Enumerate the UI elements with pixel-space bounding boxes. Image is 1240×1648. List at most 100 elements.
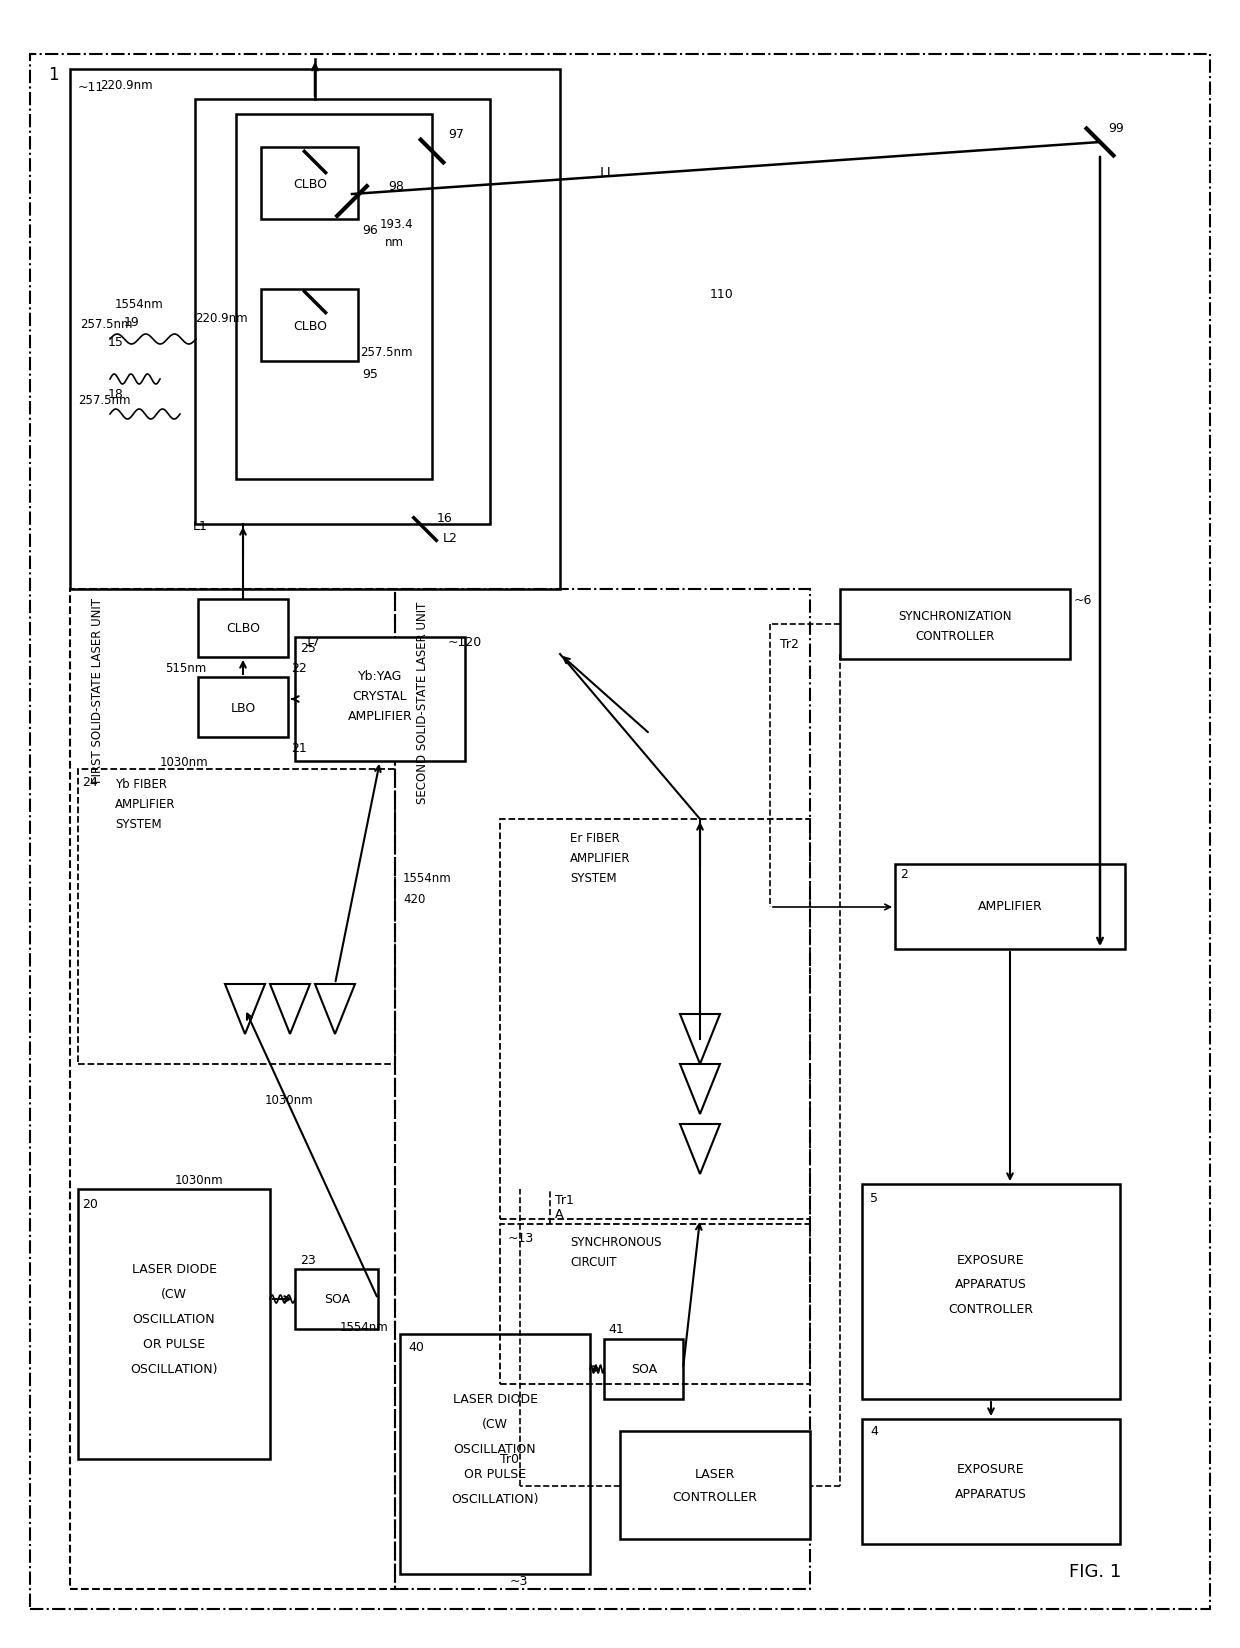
Bar — [895, 865, 1125, 949]
Text: ~11: ~11 — [78, 81, 104, 94]
Text: SYSTEM: SYSTEM — [570, 872, 616, 883]
Text: LASER: LASER — [694, 1468, 735, 1480]
Polygon shape — [680, 1065, 720, 1114]
Bar — [69, 69, 560, 590]
Polygon shape — [270, 984, 310, 1035]
Text: 1554nm: 1554nm — [115, 298, 164, 311]
Text: Tr1: Tr1 — [556, 1193, 574, 1206]
Text: 41: 41 — [608, 1323, 624, 1335]
Bar — [260, 290, 358, 363]
Text: LASER DIODE: LASER DIODE — [453, 1393, 537, 1406]
Text: (CW: (CW — [482, 1417, 508, 1430]
Text: ~13: ~13 — [508, 1231, 534, 1244]
Text: 24: 24 — [82, 776, 98, 789]
Text: 40: 40 — [408, 1341, 424, 1353]
Text: 515nm: 515nm — [165, 661, 206, 674]
Text: 4: 4 — [870, 1424, 878, 1437]
Bar — [396, 590, 810, 1589]
Text: 22: 22 — [291, 661, 306, 674]
Bar — [198, 677, 288, 738]
Text: Tr0: Tr0 — [500, 1452, 520, 1465]
Text: SYNCHRONOUS: SYNCHRONOUS — [570, 1234, 661, 1248]
Text: 1030nm: 1030nm — [265, 1093, 314, 1106]
Text: CLBO: CLBO — [293, 320, 327, 333]
Text: 18: 18 — [108, 389, 124, 400]
Text: SECOND SOLID-STATE LASER UNIT: SECOND SOLID-STATE LASER UNIT — [415, 602, 429, 804]
Text: LBO: LBO — [231, 700, 255, 714]
Bar — [260, 148, 358, 219]
Text: 1554nm: 1554nm — [340, 1320, 389, 1333]
Text: L1: L1 — [193, 521, 208, 534]
Text: 98: 98 — [388, 180, 404, 193]
Text: L2: L2 — [443, 531, 458, 544]
Polygon shape — [680, 1124, 720, 1175]
Bar — [500, 819, 810, 1220]
Text: ~6: ~6 — [1074, 593, 1092, 606]
Bar — [620, 1430, 810, 1539]
Text: 97: 97 — [448, 129, 464, 142]
Text: 220.9nm: 220.9nm — [195, 311, 248, 325]
Text: 25: 25 — [300, 641, 316, 654]
Text: SOA: SOA — [631, 1363, 657, 1376]
Polygon shape — [224, 984, 265, 1035]
Text: (CW: (CW — [161, 1287, 187, 1300]
Text: 16: 16 — [436, 511, 453, 524]
Text: 15: 15 — [108, 336, 124, 349]
Text: 96: 96 — [362, 224, 378, 236]
Polygon shape — [680, 1015, 720, 1065]
Text: 20: 20 — [82, 1198, 98, 1211]
Text: AMPLIFIER: AMPLIFIER — [347, 710, 413, 723]
Text: 193.4: 193.4 — [379, 219, 414, 231]
Text: 1: 1 — [48, 66, 58, 84]
Text: AMPLIFIER: AMPLIFIER — [977, 900, 1043, 913]
Bar — [236, 115, 432, 480]
Text: OSCILLATION: OSCILLATION — [454, 1442, 537, 1455]
Text: 95: 95 — [362, 368, 378, 381]
Text: CIRCUIT: CIRCUIT — [570, 1254, 616, 1267]
Text: ~3: ~3 — [510, 1574, 528, 1587]
Text: APPARATUS: APPARATUS — [955, 1488, 1027, 1501]
Bar — [500, 1224, 810, 1384]
Text: nm: nm — [384, 236, 404, 249]
Text: CONTROLLER: CONTROLLER — [672, 1490, 758, 1503]
Text: 5: 5 — [870, 1192, 878, 1203]
Text: Yb FIBER: Yb FIBER — [115, 778, 167, 791]
Text: 17: 17 — [305, 634, 321, 648]
Text: CRYSTAL: CRYSTAL — [352, 691, 407, 704]
Bar — [862, 1185, 1120, 1399]
Text: OSCILLATION): OSCILLATION) — [130, 1363, 218, 1376]
Text: AMPLIFIER: AMPLIFIER — [570, 850, 630, 864]
Text: OSCILLATION): OSCILLATION) — [451, 1493, 538, 1506]
Text: ~120: ~120 — [448, 634, 482, 648]
Text: OSCILLATION: OSCILLATION — [133, 1313, 216, 1325]
Text: A: A — [556, 1208, 563, 1221]
Text: CONTROLLER: CONTROLLER — [915, 630, 994, 643]
Text: SYSTEM: SYSTEM — [115, 817, 161, 831]
Text: LL: LL — [600, 166, 615, 180]
Text: 1030nm: 1030nm — [175, 1173, 223, 1187]
Text: LASER DIODE: LASER DIODE — [131, 1262, 217, 1276]
Text: SOA: SOA — [324, 1292, 350, 1305]
Text: EXPOSURE: EXPOSURE — [957, 1463, 1024, 1475]
Text: 19: 19 — [124, 316, 140, 330]
Text: CLBO: CLBO — [293, 178, 327, 191]
Bar — [195, 101, 490, 524]
Bar — [604, 1340, 683, 1399]
Text: APPARATUS: APPARATUS — [955, 1277, 1027, 1290]
Text: AMPLIFIER: AMPLIFIER — [115, 798, 176, 811]
Text: FIG. 1: FIG. 1 — [1069, 1562, 1121, 1580]
Bar — [839, 590, 1070, 659]
Text: 1030nm: 1030nm — [160, 755, 208, 768]
Bar — [198, 600, 288, 658]
Text: Yb:YAG: Yb:YAG — [358, 671, 402, 682]
Bar — [295, 1269, 378, 1330]
Text: Tr2: Tr2 — [780, 638, 799, 651]
Text: 1554nm: 1554nm — [403, 872, 451, 883]
Bar — [401, 1335, 590, 1574]
Text: 220.9nm: 220.9nm — [100, 79, 153, 91]
Text: 257.5nm: 257.5nm — [81, 318, 133, 331]
Text: SYNCHRONIZATION: SYNCHRONIZATION — [898, 610, 1012, 623]
Text: 23: 23 — [300, 1252, 316, 1266]
Bar — [78, 770, 396, 1065]
Text: CONTROLLER: CONTROLLER — [949, 1302, 1033, 1315]
